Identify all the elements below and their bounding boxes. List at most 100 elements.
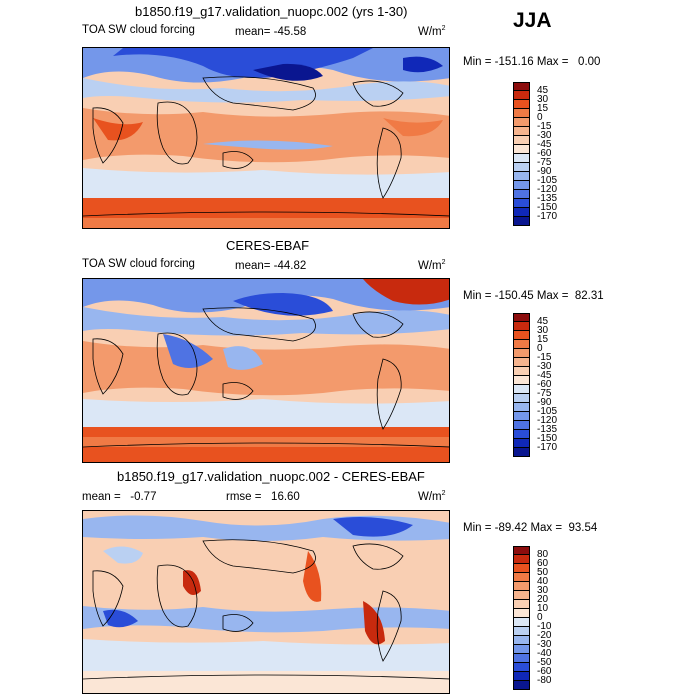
colorbar-label: -75 — [537, 388, 552, 399]
colorbar-swatch — [513, 681, 530, 690]
colorbar-label: 40 — [537, 576, 549, 587]
colorbar-label: -15 — [537, 352, 552, 363]
colorbar-swatch — [513, 136, 530, 145]
colorbar-swatch — [513, 172, 530, 181]
colorbar-label: 45 — [537, 316, 549, 327]
colorbar-label: -30 — [537, 130, 552, 141]
colorbar-label: -135 — [537, 424, 558, 435]
colorbar-swatch — [513, 394, 530, 403]
colorbar-label: -30 — [537, 639, 552, 650]
panel-2-map — [82, 278, 450, 463]
colorbar-label: -75 — [537, 157, 552, 168]
colorbar-swatch — [513, 322, 530, 331]
colorbar-label: 30 — [537, 325, 549, 336]
colorbar-label: 80 — [537, 549, 549, 560]
colorbar-label: -170 — [537, 442, 558, 453]
colorbar-swatch — [513, 109, 530, 118]
panel-1-map — [82, 47, 450, 229]
colorbar-label: 50 — [537, 567, 549, 578]
colorbar-swatch — [513, 636, 530, 645]
panel-3-units: W/m2 — [418, 490, 446, 503]
colorbar-label: 45 — [537, 85, 549, 96]
colorbar-swatch — [513, 448, 530, 457]
panel-1-mean: mean= -45.58 — [235, 26, 307, 38]
colorbar-swatch — [513, 439, 530, 448]
colorbar-swatch — [513, 600, 530, 609]
colorbar-label: -80 — [537, 675, 552, 686]
colorbar-swatch — [513, 555, 530, 564]
panel-1-colorbar — [513, 82, 530, 226]
colorbar-swatch — [513, 609, 530, 618]
colorbar-swatch — [513, 564, 530, 573]
colorbar-swatch — [513, 190, 530, 199]
colorbar-label: 15 — [537, 334, 549, 345]
colorbar-label: -150 — [537, 202, 558, 213]
colorbar-label: -105 — [537, 175, 558, 186]
colorbar-swatch — [513, 331, 530, 340]
colorbar-swatch — [513, 145, 530, 154]
colorbar-swatch — [513, 349, 530, 358]
colorbar-label: -135 — [537, 193, 558, 204]
panel-3-mean: mean = -0.77 — [82, 491, 157, 503]
colorbar-label: -50 — [537, 657, 552, 668]
colorbar-swatch — [513, 358, 530, 367]
panel-2-title: CERES-EBAF — [226, 238, 310, 253]
colorbar-swatch — [513, 163, 530, 172]
colorbar-label: 0 — [537, 612, 543, 623]
colorbar-label: -40 — [537, 648, 552, 659]
colorbar-swatch — [513, 654, 530, 663]
panel-2-minmax: Min = -150.45 Max = 82.31 — [463, 290, 604, 302]
panel-3-colorbar — [513, 546, 530, 690]
panel-1-variable: TOA SW cloud forcing — [82, 24, 195, 36]
colorbar-label: 0 — [537, 343, 543, 354]
colorbar-swatch — [513, 340, 530, 349]
panel-1-title: b1850.f19_g17.validation_nuopc.002 (yrs … — [135, 4, 408, 19]
panel-1-units: W/m2 — [418, 25, 446, 38]
colorbar-swatch — [513, 618, 530, 627]
colorbar-swatch — [513, 421, 530, 430]
panel-3-map — [82, 510, 450, 694]
season-label: JJA — [513, 9, 552, 32]
colorbar-swatch — [513, 385, 530, 394]
panel-3-rmse: rmse = 16.60 — [226, 491, 300, 503]
panel-2-colorbar — [513, 313, 530, 457]
colorbar-label: 20 — [537, 594, 549, 605]
colorbar-label: -150 — [537, 433, 558, 444]
panel-2-mean: mean= -44.82 — [235, 260, 307, 272]
colorbar-label: -90 — [537, 166, 552, 177]
colorbar-label: 15 — [537, 103, 549, 114]
colorbar-swatch — [513, 217, 530, 226]
colorbar-swatch — [513, 430, 530, 439]
colorbar-swatch — [513, 100, 530, 109]
colorbar-swatch — [513, 663, 530, 672]
colorbar-label: 10 — [537, 603, 549, 614]
colorbar-label: -60 — [537, 148, 552, 159]
colorbar-swatch — [513, 582, 530, 591]
colorbar-swatch — [513, 82, 530, 91]
colorbar-label: -15 — [537, 121, 552, 132]
colorbar-swatch — [513, 376, 530, 385]
colorbar-swatch — [513, 627, 530, 636]
colorbar-label: -105 — [537, 406, 558, 417]
colorbar-swatch — [513, 154, 530, 163]
colorbar-swatch — [513, 208, 530, 217]
colorbar-swatch — [513, 181, 530, 190]
colorbar-swatch — [513, 591, 530, 600]
colorbar-swatch — [513, 645, 530, 654]
colorbar-label: 30 — [537, 585, 549, 596]
colorbar-label: -120 — [537, 184, 558, 195]
panel-2-variable: TOA SW cloud forcing — [82, 258, 195, 270]
colorbar-swatch — [513, 127, 530, 136]
panel-3-title: b1850.f19_g17.validation_nuopc.002 - CER… — [117, 469, 425, 484]
colorbar-swatch — [513, 199, 530, 208]
colorbar-label: -170 — [537, 211, 558, 222]
colorbar-label: 30 — [537, 94, 549, 105]
colorbar-swatch — [513, 412, 530, 421]
colorbar-label: -90 — [537, 397, 552, 408]
panel-2-units: W/m2 — [418, 259, 446, 272]
colorbar-swatch — [513, 118, 530, 127]
colorbar-swatch — [513, 546, 530, 555]
colorbar-label: 60 — [537, 558, 549, 569]
panel-1-minmax: Min = -151.16 Max = 0.00 — [463, 56, 601, 68]
colorbar-label: -10 — [537, 621, 552, 632]
